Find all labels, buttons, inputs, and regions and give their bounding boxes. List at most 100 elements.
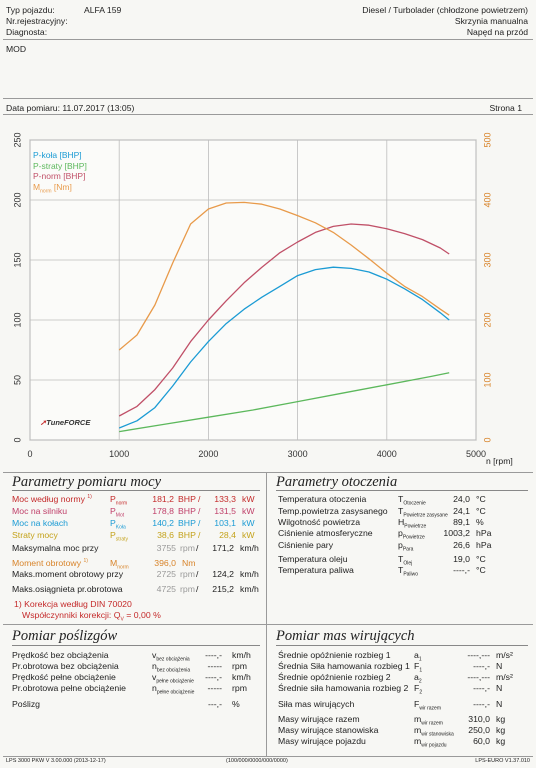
env-row-label: Temperatura paliwa: [278, 565, 354, 575]
drive-type: Napęd na przód: [466, 27, 528, 37]
unit-rpm: rpm: [180, 569, 195, 579]
slip-row-label: Prędkość bez obciążenia: [12, 650, 109, 660]
series-line: [119, 372, 450, 433]
slash: /: [198, 518, 201, 528]
mass-row-symbol: F2: [414, 683, 423, 696]
mass-row-symbol: Fwir razem: [414, 699, 441, 712]
slip-row-symbol: npełne obciążenie: [152, 683, 195, 696]
page-number: Strona 1: [489, 103, 523, 113]
x-tick-label: 5000: [466, 449, 486, 459]
mass-row-value: 310,0: [468, 714, 490, 724]
mass-row-symbol: mwir stanowiska: [414, 725, 454, 738]
slip-row-label: Pr.obrotowa pełne obciążenie: [12, 683, 126, 693]
env-row-value: 24,1: [453, 506, 470, 516]
mass-row-value: ----,---: [467, 650, 490, 660]
mass-row-value: ----,---: [467, 672, 490, 682]
power-row-bhp-unit: BHP: [178, 506, 196, 516]
slip-row-unit: km/h: [232, 672, 251, 682]
slip-row-value: ----,-: [205, 672, 222, 682]
env-row-symbol: TOlej: [398, 554, 413, 567]
divider: [3, 756, 533, 757]
x-axis-unit: n [rpm]: [486, 456, 513, 466]
env-row-symbol: pPowietrze: [398, 528, 425, 541]
series-line: [118, 223, 450, 417]
mass-row-unit: kg: [496, 714, 506, 724]
y-right-tick-label: 200: [482, 312, 492, 327]
legend-entry: Mnorm [Nm]: [33, 181, 72, 195]
env-row-value: 19,0: [453, 554, 470, 564]
torque-value: 396,0: [154, 558, 176, 568]
power-params-title: Parametry pomiaru mocy: [12, 474, 162, 490]
masses-title: Pomiar mas wirujących: [276, 628, 415, 644]
mass-row-value: ----,-: [473, 661, 490, 671]
power-row-label: Straty mocy: [12, 530, 58, 540]
max-rpm-value: 4725: [156, 584, 176, 594]
torque-symbol: Mnorm: [110, 558, 129, 571]
env-row-unit: %: [476, 517, 484, 527]
y-right-tick-label: 300: [482, 252, 492, 267]
env-row-unit: hPa: [476, 528, 492, 538]
note-text: MOD: [6, 44, 27, 54]
mass-row-value: ----,-: [473, 683, 490, 693]
power-row-kw-unit: kW: [242, 518, 255, 528]
env-row-symbol: TPowietrze zasysane: [398, 506, 448, 519]
y-right-tick-label: 400: [482, 192, 492, 207]
measurement-date: Data pomiaru: 11.07.2017 (13:05): [6, 103, 135, 113]
max-power-kmh: 171,2: [212, 543, 234, 553]
slip-title: Pomiar poślizgów: [12, 628, 118, 644]
power-row-bhp: 181,2: [152, 494, 174, 504]
mass-row-symbol: F1: [414, 661, 423, 674]
env-row-value: ----,-: [453, 565, 470, 575]
power-row-kw: 131,5: [214, 506, 236, 516]
slash: /: [196, 584, 199, 594]
unit-rpm: rpm: [180, 584, 195, 594]
unit-rpm: rpm: [180, 543, 195, 553]
env-row-value: 24,0: [453, 494, 470, 504]
mass-row-label: Masy wirujące stanowiska: [278, 725, 379, 735]
slip-row-value: -----: [207, 661, 222, 671]
env-row-value: 1003,2: [443, 528, 470, 538]
mass-row-unit: m/s²: [496, 650, 513, 660]
max-torque-speed-label: Maks.moment obrotowy przy: [12, 569, 124, 579]
max-torque-rpm: 2725: [156, 569, 176, 579]
series-line: [118, 266, 450, 429]
tuneforce-logo: ➚TuneFORCE: [40, 418, 91, 427]
power-row-kw-unit: kW: [242, 530, 255, 540]
slip-row-value: ----,-: [205, 650, 222, 660]
vehicle-type: ALFA 159: [84, 5, 122, 15]
legend-entry: P-straty [BHP]: [33, 160, 87, 171]
y-left-tick-label: 200: [12, 192, 22, 207]
series-line: [118, 201, 450, 351]
mass-row-label: Średnie opóźnienie rozbieg 2: [278, 672, 391, 682]
power-row-kw: 133,3: [214, 494, 236, 504]
power-row-bhp: 140,2: [152, 518, 174, 528]
vehicle-type-label: Typ pojazdu:: [6, 5, 55, 15]
slip-row-symbol: vpełne obciążenie: [152, 672, 194, 685]
mass-row-label: Masy wirujące pojazdu: [278, 736, 366, 746]
slash: /: [196, 543, 199, 553]
env-row-label: Temperatura oleju: [278, 554, 348, 564]
slip-row-value: -----: [207, 683, 222, 693]
engine-type: Diesel / Turbolader (chłodzone powietrze…: [362, 5, 528, 15]
power-row-kw: 28,4: [219, 530, 236, 540]
x-tick-label: 0: [27, 449, 32, 459]
x-tick-label: 3000: [288, 449, 308, 459]
env-row-label: Ciśnienie atmosferyczne: [278, 528, 373, 538]
power-row-bhp-unit: BHP: [178, 530, 196, 540]
slash: /: [196, 569, 199, 579]
mass-row-label: Siła mas wirujących: [278, 699, 355, 709]
power-row-label: Moc na silniku: [12, 506, 68, 516]
mass-row-unit: m/s²: [496, 672, 513, 682]
max-rpm-label: Maks.osiągnieta pr.obrotowa: [12, 584, 123, 594]
torque-label: Moment obrotowy 1): [12, 558, 88, 568]
mass-row-unit: N: [496, 699, 503, 709]
power-row-kw-unit: kW: [242, 494, 255, 504]
env-row-label: Temperatura otoczenia: [278, 494, 367, 504]
max-rpm-kmh: 215,2: [212, 584, 234, 594]
mass-row-value: ----,-: [473, 699, 490, 709]
mass-row-symbol: a2: [414, 672, 422, 685]
slip-row-unit: rpm: [232, 661, 247, 671]
divider: [276, 645, 528, 646]
footer-version: LPS 3000 PKW V 3.00.000 (2013-12-17): [6, 758, 106, 764]
mass-row-symbol: mwir pojazdu: [414, 736, 447, 749]
